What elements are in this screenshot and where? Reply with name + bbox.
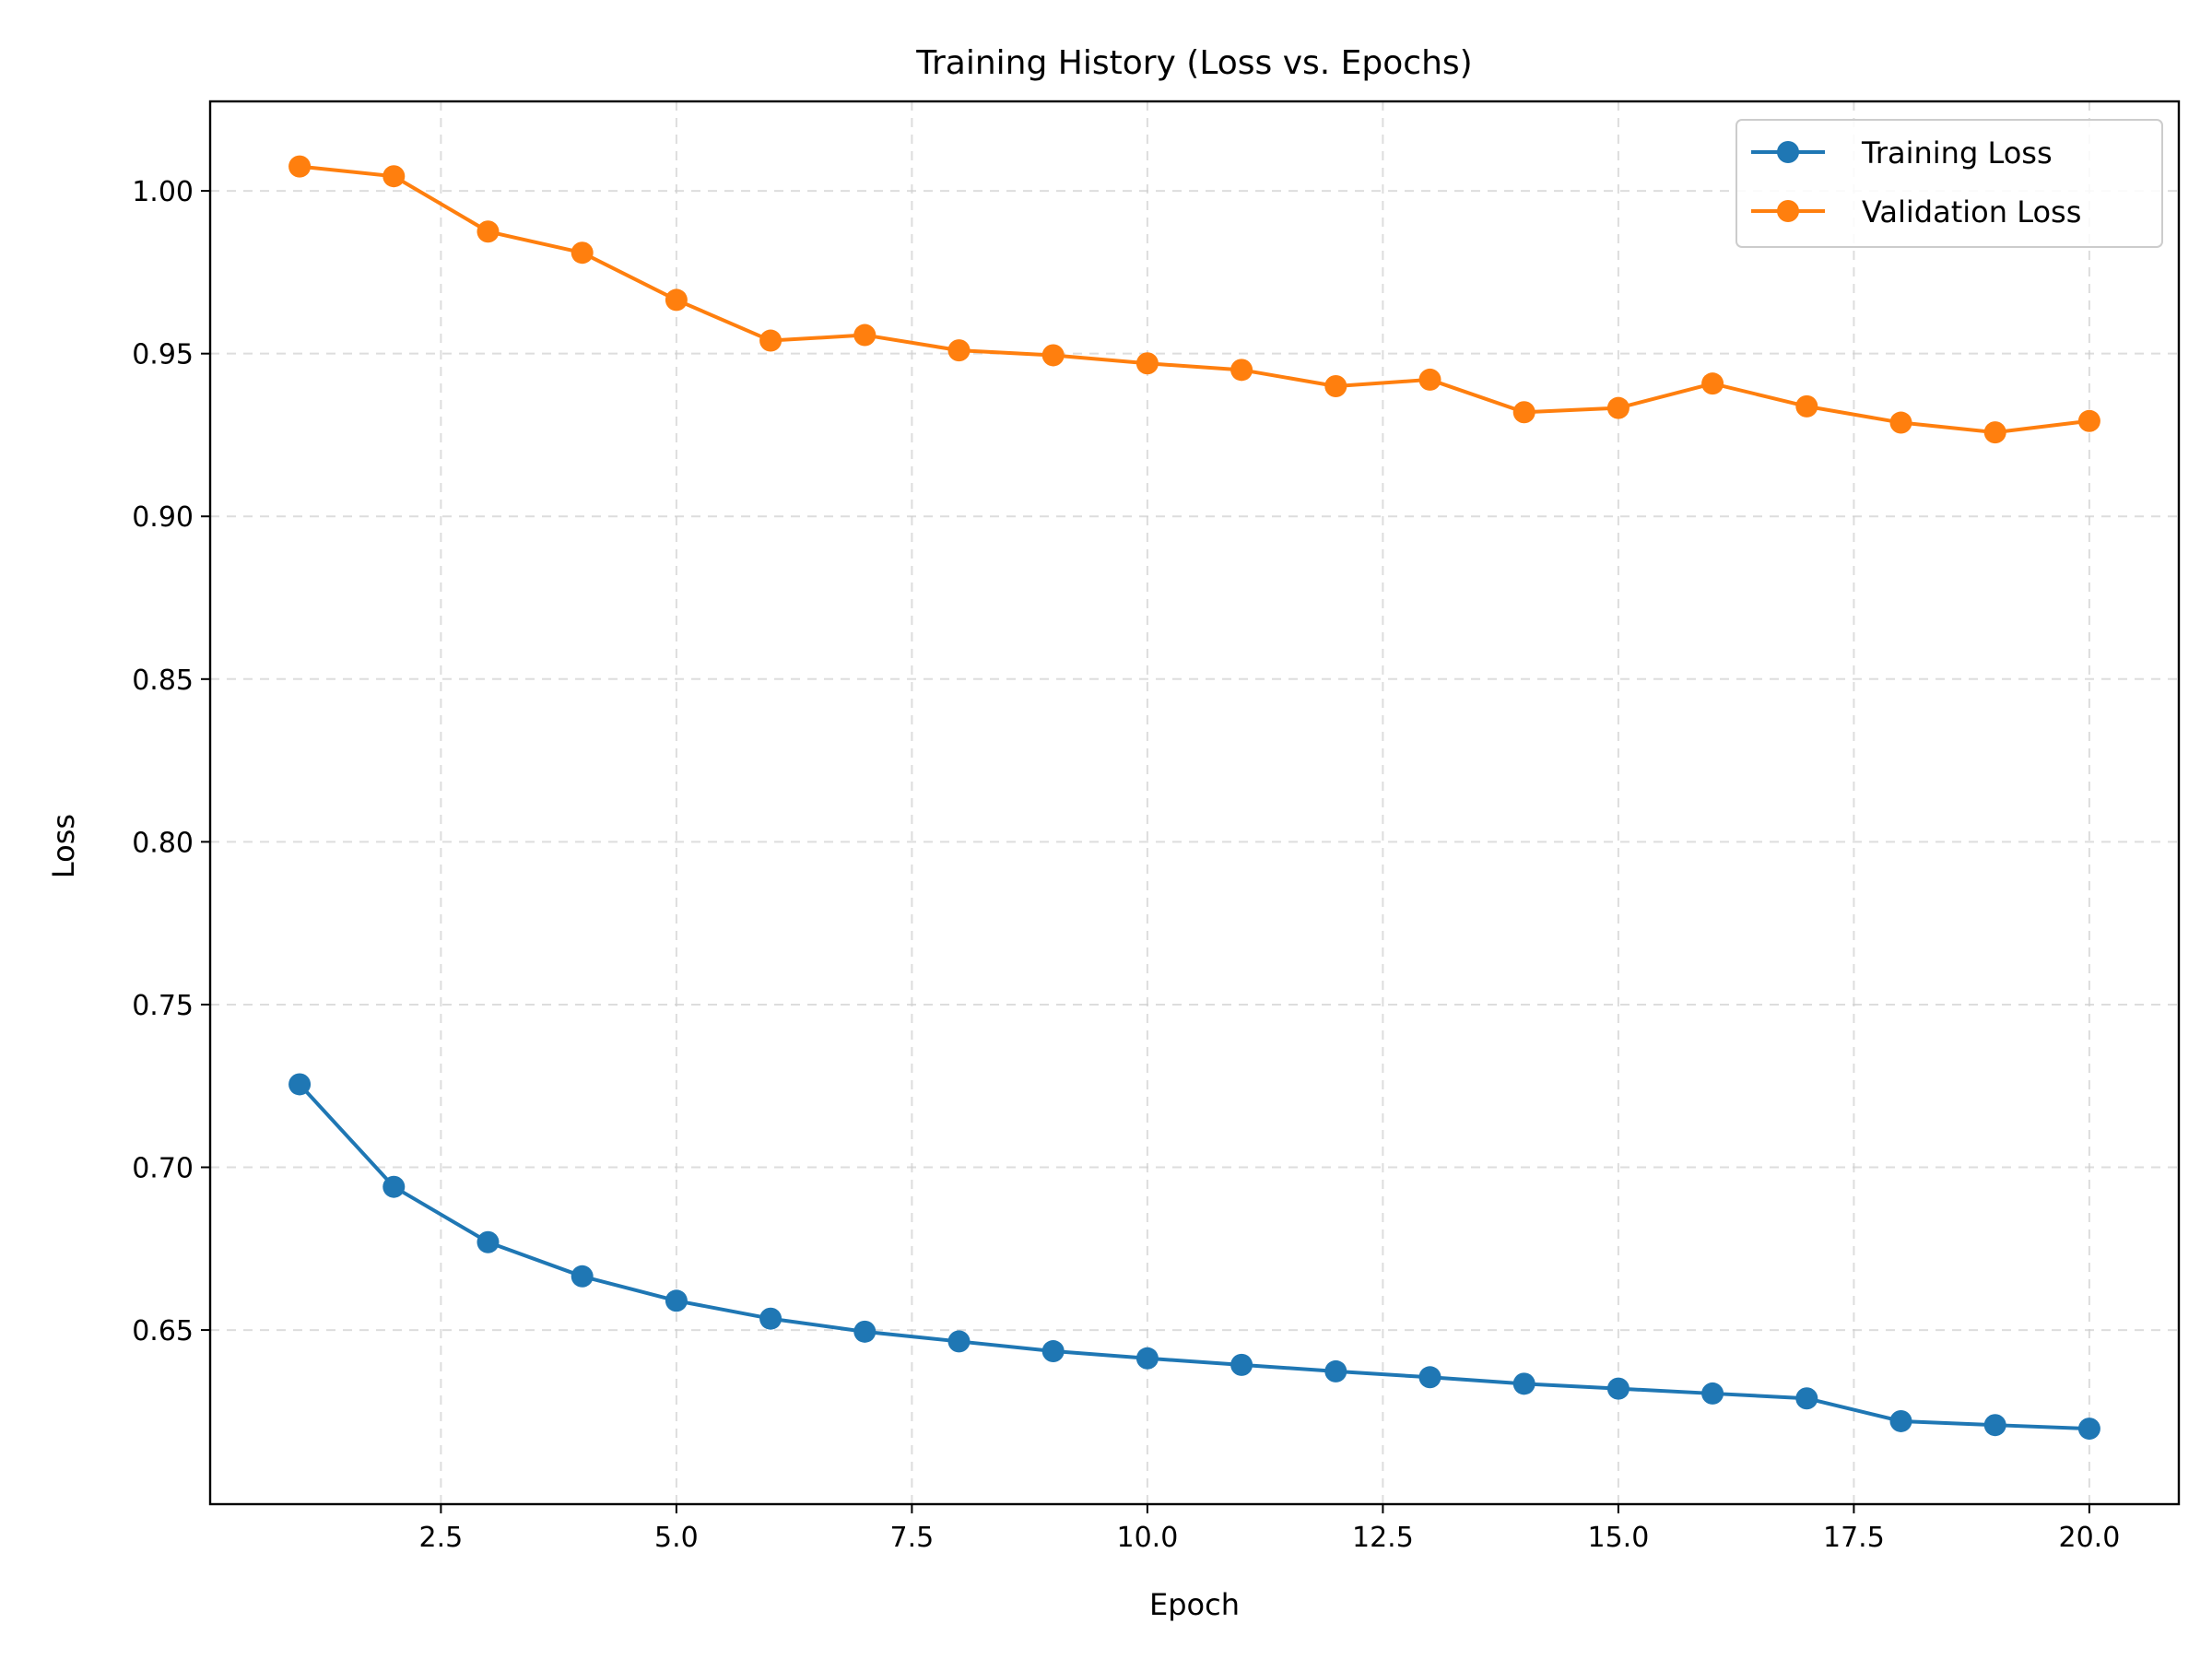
validation-loss-point [1701, 372, 1724, 395]
validation-loss-point [1135, 352, 1159, 375]
y-axis-label: Loss [46, 814, 81, 878]
validation-loss-point [382, 165, 406, 188]
grid-layer [210, 101, 2179, 1504]
validation-loss-point [571, 241, 594, 265]
training-loss-point [382, 1175, 406, 1198]
legend-swatch-marker-validation-loss [1777, 200, 1799, 222]
y-tick-label: 0.85 [132, 665, 194, 697]
x-tick-label: 7.5 [890, 1522, 935, 1554]
validation-loss-point [2077, 409, 2100, 432]
y-tick-label: 0.80 [132, 827, 194, 859]
training-loss-line [298, 1083, 2089, 1431]
validation-loss-point [1512, 401, 1535, 424]
y-tick-label: 0.90 [132, 501, 194, 534]
validation-loss-point [477, 220, 500, 243]
y-tick-label: 0.65 [132, 1315, 194, 1347]
validation-loss-point [1230, 359, 1253, 382]
training-loss-point [1512, 1372, 1535, 1395]
y-tick-label: 1.00 [132, 176, 194, 208]
x-tick-label: 2.5 [419, 1522, 464, 1554]
x-tick-label: 5.0 [654, 1522, 699, 1554]
training-loss-point [288, 1073, 312, 1096]
x-tick-label: 20.0 [2059, 1522, 2121, 1554]
y-tick-label: 0.75 [132, 990, 194, 1022]
y-tick-label: 0.95 [132, 339, 194, 371]
training-loss-point [571, 1265, 594, 1288]
validation-loss-point [947, 339, 971, 362]
chart-title: Training History (Loss vs. Epochs) [915, 44, 1472, 82]
validation-loss-point [1606, 396, 1630, 419]
training-loss-point [1041, 1340, 1065, 1363]
training-loss-point [853, 1320, 877, 1343]
training-loss-point [1324, 1359, 1347, 1382]
training-loss-point [947, 1330, 971, 1353]
training-loss-point [759, 1307, 782, 1330]
training-loss-point [1889, 1409, 1912, 1432]
legend-label-validation-loss: Validation Loss [1862, 194, 2081, 229]
training-loss-point [1135, 1347, 1159, 1370]
training-loss-point [1606, 1377, 1630, 1400]
x-tick-label: 10.0 [1117, 1522, 1179, 1554]
validation-loss-point [665, 288, 688, 312]
training-loss-point [1983, 1414, 2006, 1437]
x-axis-label: Epoch [1149, 1587, 1240, 1622]
validation-loss-point [288, 155, 312, 178]
y-tick-label: 0.70 [132, 1153, 194, 1185]
validation-loss-point [853, 324, 877, 347]
legend-swatch-marker-training-loss [1777, 141, 1799, 163]
validation-loss-point [1983, 421, 2006, 444]
series-layer [288, 155, 2100, 1441]
legend-label-training-loss: Training Loss [1861, 135, 2053, 171]
x-tick-label: 12.5 [1352, 1522, 1414, 1554]
legend-box [1735, 119, 2163, 248]
legend: Training Loss Validation Loss [1735, 119, 2163, 248]
x-tick-label: 17.5 [1823, 1522, 1885, 1554]
x-tick-label: 15.0 [1588, 1522, 1650, 1554]
training-loss-point [1701, 1382, 1724, 1405]
validation-loss-point [1795, 394, 1818, 418]
training-loss-point [2077, 1418, 2100, 1441]
validation-loss-line [299, 164, 2090, 435]
validation-loss-point [1889, 411, 1912, 434]
ticks-layer: 2.5 5.0 7.5 10.0 12.5 15.0 17.5 20.0 0.65 0.70 0.7… [132, 176, 2120, 1554]
validation-loss-point [759, 329, 782, 352]
validation-loss-point [1324, 374, 1347, 397]
training-loss-point [477, 1230, 500, 1253]
training-loss-point [1230, 1353, 1253, 1376]
training-loss-point [665, 1289, 688, 1312]
validation-loss-point [1041, 344, 1065, 367]
plot-frame [208, 100, 2181, 1506]
training-loss-point [1418, 1366, 1441, 1389]
validation-loss-point [1418, 368, 1441, 391]
training-loss-point [1795, 1387, 1818, 1410]
